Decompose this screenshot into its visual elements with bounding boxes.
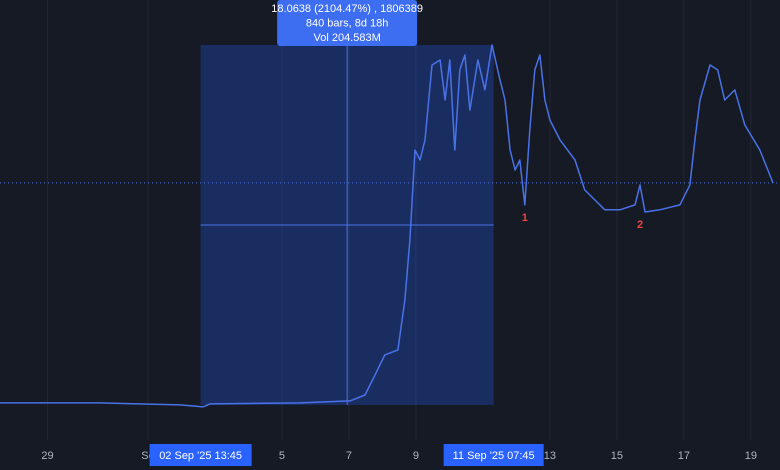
x-tick-label: 5: [279, 450, 285, 462]
annotation: 2: [637, 219, 643, 231]
x-tick-label: 13: [544, 450, 556, 462]
x-tick-label: 19: [745, 450, 757, 462]
tooltip-text: 840 bars, 8d 18h: [306, 17, 389, 29]
date-label: 11 Sep '25 07:45: [453, 450, 535, 462]
tooltip-text: Vol 204.583M: [313, 32, 380, 44]
x-tick-label: 17: [678, 450, 690, 462]
x-tick-label: 9: [413, 450, 419, 462]
date-label: 02 Sep '25 13:45: [159, 450, 242, 462]
tooltip-text: 18.0638 (2104.47%) , 1806389: [271, 3, 423, 15]
x-tick-label: 29: [41, 450, 53, 462]
x-tick-label: 7: [346, 450, 352, 462]
x-tick-label: 15: [611, 450, 623, 462]
price-line: [0, 44, 774, 408]
date-highlight: [443, 444, 544, 466]
annotation: 1: [522, 212, 528, 224]
measure-tooltip: [277, 0, 418, 46]
date-highlight: [149, 444, 252, 466]
